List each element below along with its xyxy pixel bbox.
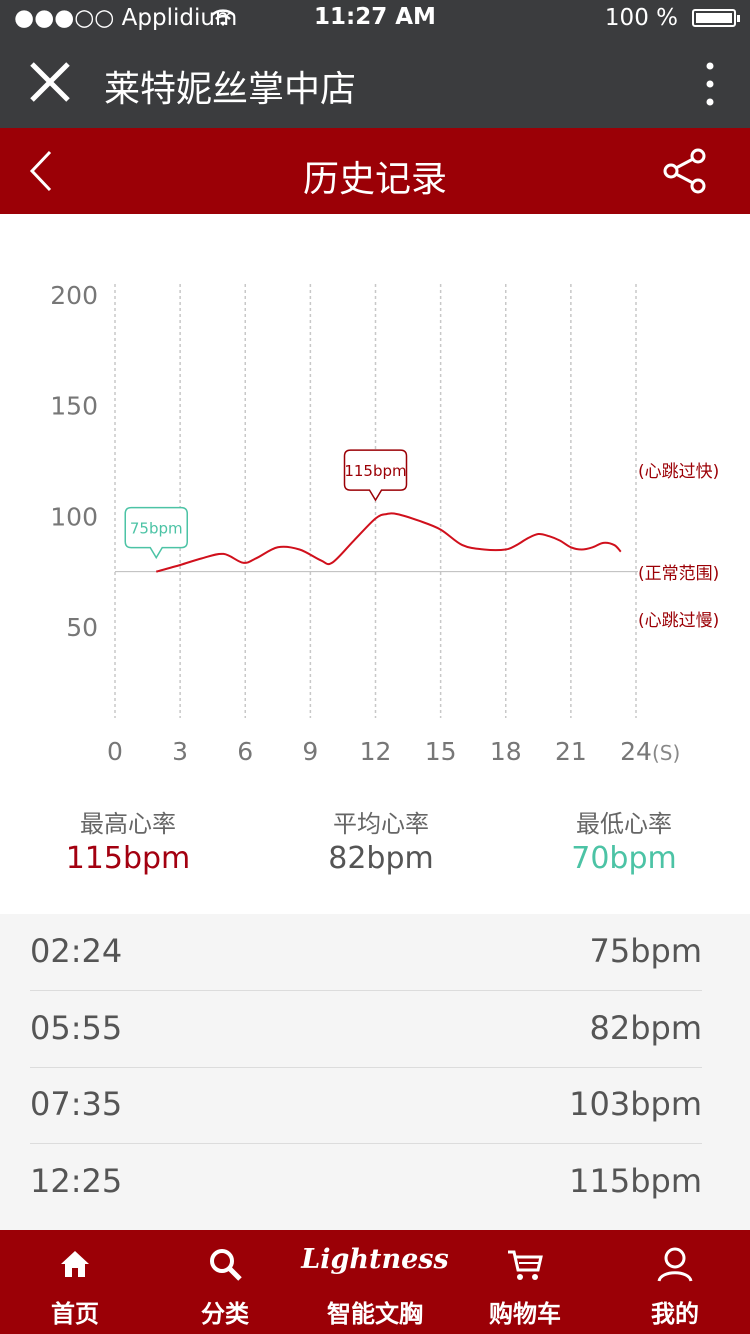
share-icon[interactable] (662, 148, 708, 194)
record-value: 115bpm (569, 1162, 702, 1200)
callout-bubble (343, 449, 408, 502)
back-chevron-icon[interactable] (22, 146, 62, 196)
nav-bar: 历史记录 (0, 128, 750, 214)
carrier-label: ●●●○○ Applidium (14, 5, 238, 31)
page-title: 历史记录 (302, 159, 447, 200)
x-tick-label: 24 (620, 737, 652, 766)
callout-bubble (124, 506, 188, 560)
x-tick-label: 18 (490, 737, 522, 766)
callout: 75bpm (124, 506, 188, 560)
record-time: 05:55 (30, 1009, 123, 1047)
avg-rate-label: 平均心率 (333, 810, 429, 838)
min-rate-label: 最低心率 (576, 810, 672, 838)
max-rate: 最高心率 115bpm (28, 804, 228, 876)
max-rate-label: 最高心率 (80, 810, 176, 838)
max-rate-value: 115bpm (65, 841, 191, 876)
min-rate: 最低心率 70bpm (524, 804, 724, 876)
record-time: 07:35 (30, 1085, 123, 1123)
series-line (155, 512, 622, 573)
callout-label: 75bpm (130, 520, 183, 538)
list-item[interactable]: 12:25 115bpm (30, 1144, 702, 1220)
y-tick-label: 50 (66, 613, 98, 642)
x-tick-label: 3 (172, 737, 188, 766)
x-tick-label: 21 (555, 737, 587, 766)
tab-smart-bra-label: 智能文胸 (327, 1300, 423, 1328)
avg-rate-value: 82bpm (328, 841, 434, 876)
heart-rate-chart: 200 150 100 50 0 3 6 9 12 15 18 21 24 75bpm 115bpm (… (0, 214, 750, 794)
status-bar: ●●●○○ Applidium 11:27 AM 100 % (0, 0, 750, 38)
battery-percent: 100 % (604, 5, 678, 31)
list-item[interactable]: 02:24 75bpm (30, 914, 702, 991)
x-tick-label: 6 (237, 737, 253, 766)
tab-cart[interactable]: 购物车 (450, 1230, 600, 1334)
clock: 11:27 AM (314, 4, 436, 30)
cart-icon (508, 1250, 543, 1280)
more-icon[interactable] (700, 60, 720, 110)
chart-svg: 200 150 100 50 0 3 6 9 12 15 18 21 24 75bpm 115bpm (… (50, 281, 719, 766)
record-time: 12:25 (30, 1162, 123, 1200)
avg-rate: 平均心率 82bpm (281, 804, 481, 876)
callout: 115bpm (343, 449, 408, 502)
callout-label: 115bpm (344, 462, 406, 480)
y-tick-label: 150 (50, 392, 98, 421)
x-tick-label: 12 (360, 737, 392, 766)
x-tick-label: 15 (425, 737, 457, 766)
tab-bar: 首页 分类 Lightness 智能文胸 购物车 我的 (0, 1230, 750, 1334)
x-tick-label: 0 (107, 737, 123, 766)
y-tick-label: 200 (50, 281, 98, 310)
min-rate-value: 70bpm (571, 841, 677, 876)
list-item[interactable]: 07:35 103bpm (30, 1067, 702, 1144)
battery-icon (692, 9, 740, 27)
user-icon (657, 1247, 693, 1282)
record-value: 103bpm (569, 1085, 702, 1123)
tab-category-label: 分类 (201, 1300, 249, 1328)
tab-category[interactable]: 分类 (150, 1230, 300, 1334)
record-value: 82bpm (589, 1009, 702, 1047)
zone-label: (正常范围) (638, 564, 719, 584)
tab-mine[interactable]: 我的 (600, 1230, 750, 1334)
search-icon (210, 1249, 242, 1281)
records-list: 02:24 75bpm 05:55 82bpm 07:35 103bpm 12:… (0, 914, 750, 1230)
zone-label: (心跳过慢) (638, 610, 719, 631)
close-icon[interactable] (22, 58, 78, 108)
wifi-icon (211, 9, 235, 26)
tab-home-label: 首页 (51, 1300, 99, 1328)
x-axis-unit: (S) (652, 741, 680, 765)
tab-mine-label: 我的 (651, 1300, 699, 1328)
x-tick-label: 9 (302, 737, 318, 766)
tab-smart-bra[interactable]: Lightness 智能文胸 (300, 1230, 450, 1334)
y-tick-label: 100 (50, 502, 98, 531)
record-value: 75bpm (589, 932, 702, 970)
lightness-logo: Lightness (301, 1244, 449, 1275)
home-icon (61, 1251, 89, 1277)
zone-label: (心跳过快) (638, 462, 719, 482)
stats-summary: 最高心率 115bpm 平均心率 82bpm 最低心率 70bpm (0, 794, 750, 914)
tab-cart-label: 购物车 (489, 1300, 561, 1328)
record-time: 02:24 (30, 932, 123, 970)
browser-title-bar: 莱特妮丝掌中店 (0, 38, 750, 128)
list-item[interactable]: 05:55 82bpm (30, 991, 702, 1068)
store-title: 莱特妮丝掌中店 (104, 69, 357, 110)
tab-home[interactable]: 首页 (0, 1230, 150, 1334)
